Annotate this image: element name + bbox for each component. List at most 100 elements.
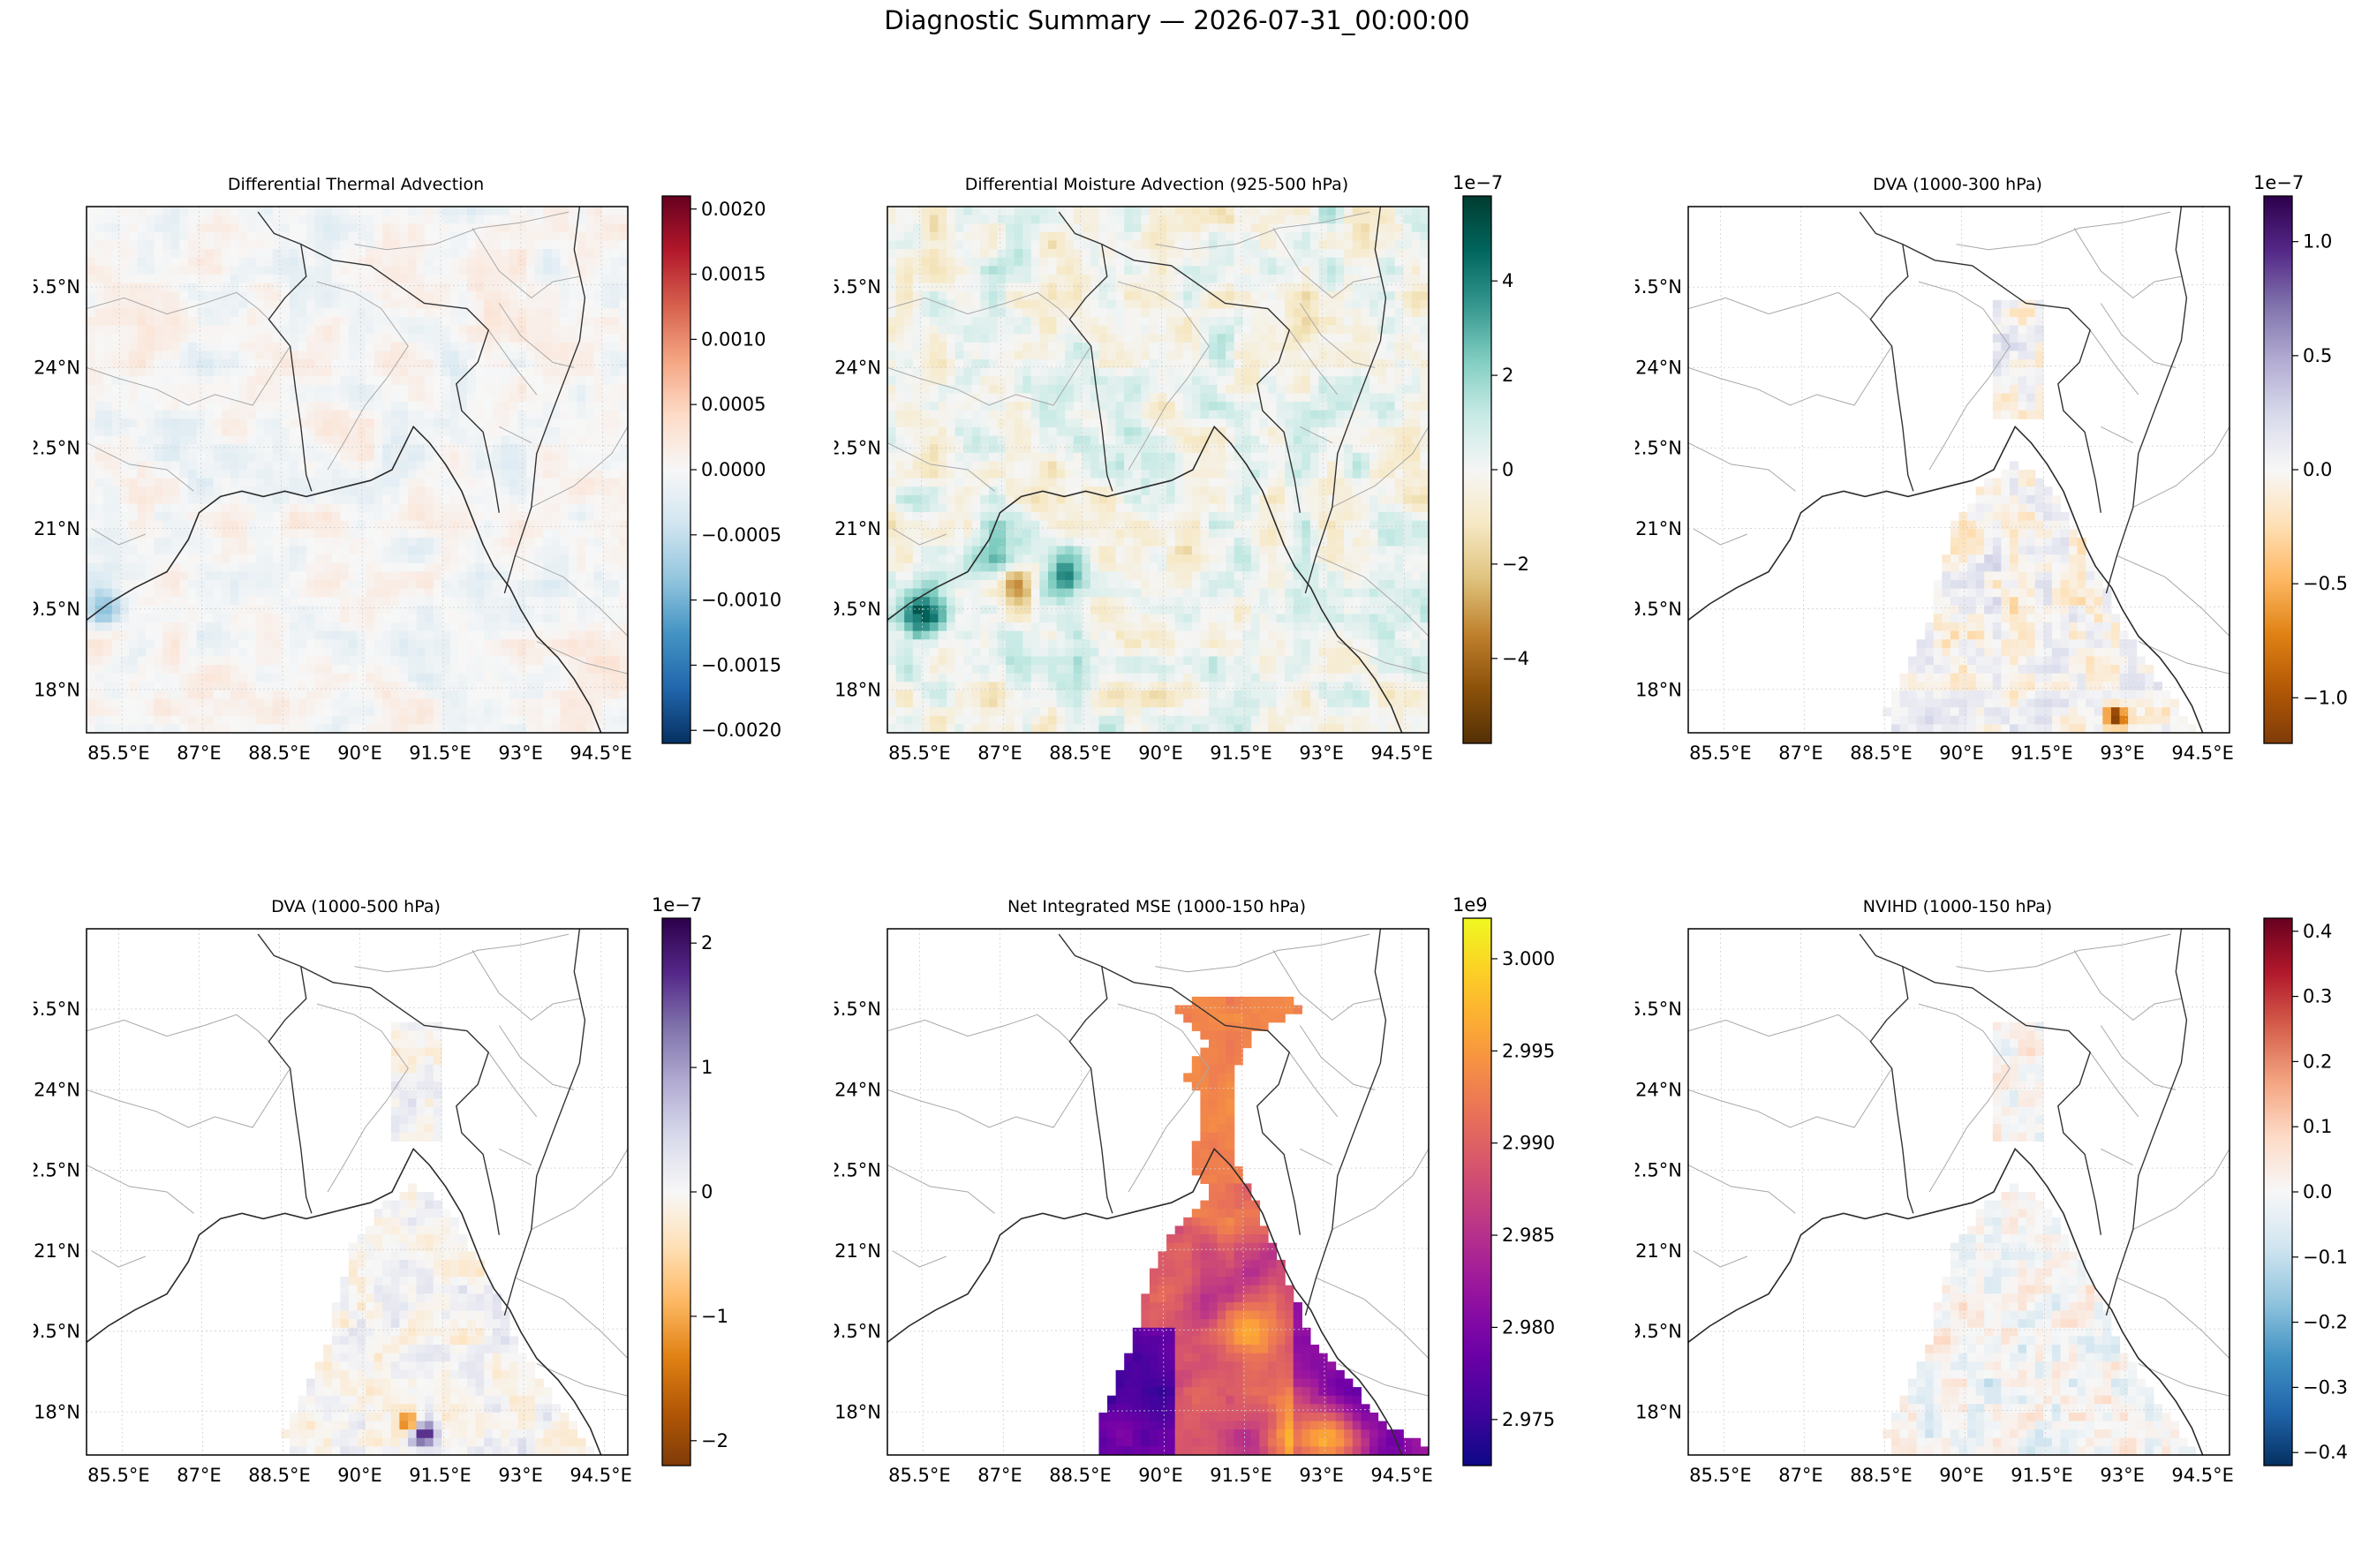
field-cell: [399, 571, 408, 580]
field-cell: [222, 589, 230, 598]
field-cell: [281, 418, 290, 427]
field-cell: [425, 724, 434, 733]
field-cell: [434, 665, 442, 674]
field-cell: [382, 690, 391, 699]
field-cell: [155, 258, 163, 267]
field-cell: [458, 597, 467, 606]
field-cell: [179, 436, 188, 445]
field-cell: [197, 665, 206, 674]
field-cell: [281, 402, 290, 411]
field-cell: [569, 418, 577, 427]
field-cell: [129, 240, 138, 249]
field-cell: [535, 554, 544, 563]
field-cell: [552, 580, 561, 589]
field-cell: [171, 351, 180, 359]
field-cell: [103, 215, 112, 224]
field-cell: [179, 690, 188, 699]
field-cell: [162, 503, 171, 512]
field-cell: [399, 606, 408, 614]
field-cell: [1209, 215, 1218, 224]
field-cell: [87, 223, 95, 232]
y-tick-label: 25.5°N: [34, 276, 80, 298]
field-cell: [467, 300, 476, 309]
field-cell: [552, 716, 561, 725]
field-cell: [137, 334, 146, 343]
field-cell: [238, 444, 247, 453]
field-cell: [247, 690, 256, 699]
field-cell: [1226, 258, 1234, 267]
field-cell: [526, 258, 535, 267]
field-cell: [137, 554, 146, 563]
field-cell: [611, 351, 620, 359]
field-cell: [484, 724, 493, 733]
field-cell: [408, 461, 417, 470]
field-cell: [417, 716, 426, 725]
field-cell: [963, 291, 972, 300]
field-cell: [264, 402, 273, 411]
field-cell: [238, 240, 247, 249]
field-cell: [1124, 317, 1133, 326]
field-cell: [230, 258, 239, 267]
field-cell: [171, 690, 180, 699]
field-cell: [306, 461, 315, 470]
panel-2: Differential Moisture Advection (925-500…: [834, 175, 1594, 846]
field-cell: [989, 326, 998, 335]
field-cell: [323, 453, 332, 462]
field-cell: [230, 674, 239, 682]
field-cell: [155, 631, 163, 640]
field-cell: [1116, 283, 1125, 292]
field-cell: [332, 554, 341, 563]
field-cell: [577, 521, 586, 530]
field-cell: [306, 402, 315, 411]
field-cell: [382, 343, 391, 351]
field-cell: [358, 538, 366, 547]
field-cell: [171, 283, 180, 292]
field-cell: [526, 589, 535, 598]
field-cell: [315, 512, 324, 521]
field-cell: [247, 453, 256, 462]
field-cell: [1192, 207, 1201, 215]
field-cell: [904, 283, 913, 292]
field-cell: [112, 614, 121, 622]
field-cell: [264, 716, 273, 725]
field-cell: [998, 232, 1007, 241]
field-cell: [1327, 258, 1336, 267]
field-cell: [247, 411, 256, 419]
field-cell: [1065, 300, 1074, 309]
field-cell: [197, 240, 206, 249]
field-cell: [543, 461, 552, 470]
field-cell: [273, 411, 282, 419]
field-cell: [256, 631, 265, 640]
field-cell: [162, 656, 171, 665]
field-cell: [552, 461, 561, 470]
field-cell: [535, 512, 544, 521]
field-cell: [399, 385, 408, 394]
field-cell: [896, 249, 905, 258]
field-cell: [467, 486, 476, 495]
field-cell: [980, 291, 989, 300]
field-cell: [366, 453, 374, 462]
field-cell: [95, 359, 104, 368]
field-cell: [332, 674, 341, 682]
field-cell: [1344, 326, 1353, 335]
field-cell: [103, 351, 112, 359]
field-cell: [214, 283, 223, 292]
field-cell: [560, 479, 569, 487]
colorbar-tick-label: 0.0020: [701, 199, 766, 220]
field-cell: [247, 461, 256, 470]
field-cell: [264, 639, 273, 648]
field-cell: [1310, 283, 1319, 292]
field-cell: [425, 707, 434, 716]
field-cell: [425, 453, 434, 462]
field-cell: [408, 665, 417, 674]
field-cell: [1218, 207, 1226, 215]
field-cell: [358, 674, 366, 682]
field-cell: [526, 232, 535, 241]
field-cell: [188, 614, 197, 622]
field-cell: [972, 291, 981, 300]
field-cell: [594, 495, 603, 504]
field-cell: [264, 453, 273, 462]
field-cell: [1090, 223, 1099, 232]
field-cell: [1192, 291, 1201, 300]
field-cell: [247, 724, 256, 733]
